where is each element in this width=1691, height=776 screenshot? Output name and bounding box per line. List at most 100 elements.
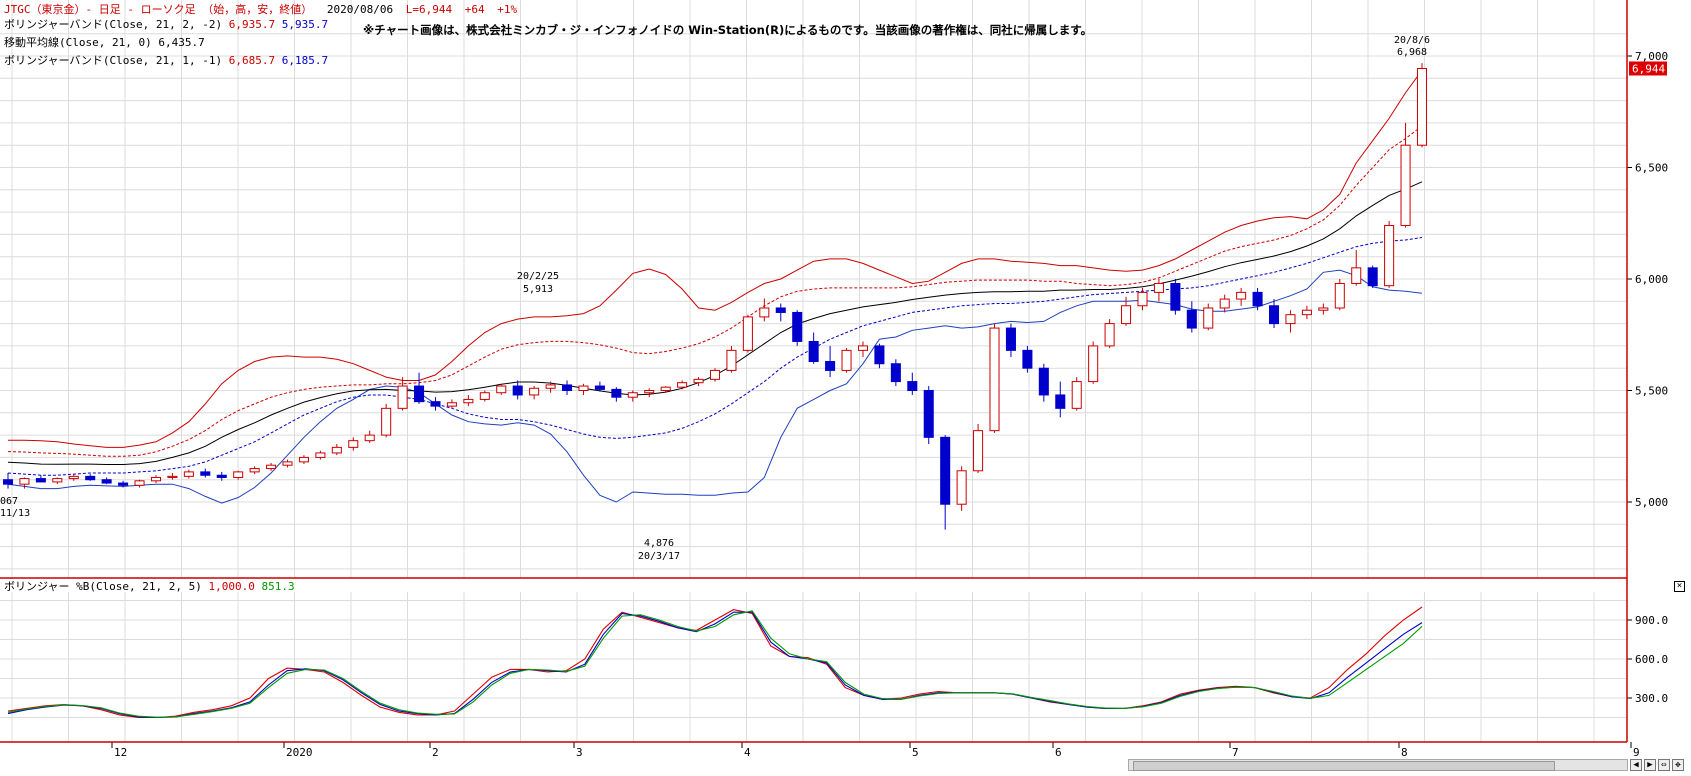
legend-pctb-v2: 851.3 xyxy=(261,580,295,593)
bb2-lower-line xyxy=(7,269,1423,504)
candle-up xyxy=(644,390,655,394)
candle-up xyxy=(973,430,984,472)
y-tick-label: 7,000 xyxy=(1635,50,1668,63)
legend-pctb: ボリンジャー %B(Close, 21, 2, 5) 1,000.0 851.3 xyxy=(4,580,295,594)
left-value-label: 067 xyxy=(0,496,18,507)
x-tick-label: 6 xyxy=(1055,746,1062,759)
candle-up xyxy=(529,387,540,396)
pctb-line-green xyxy=(7,610,1423,718)
candle-up xyxy=(249,468,260,473)
candle-up xyxy=(1400,144,1411,226)
x-tick-label: 3 xyxy=(576,746,583,759)
candle-down xyxy=(907,381,918,391)
last-date-label: 20/8/6 xyxy=(1394,35,1430,46)
x-tick-label: 5 xyxy=(912,746,919,759)
y-tick-label: 5,500 xyxy=(1635,385,1668,398)
candle-up xyxy=(759,307,770,318)
legend-bb2-label: ボリンジャーバンド(Close, 21, 2, -2) xyxy=(4,18,223,31)
candle-up xyxy=(693,378,704,384)
candle-up xyxy=(1301,309,1312,316)
price-change: +64 xyxy=(464,3,485,16)
peak-date-label: 20/2/25 xyxy=(517,271,559,282)
last-high-label: 6,968 xyxy=(1397,47,1427,58)
legend-ma-label: 移動平均線(Close, 21, 0) xyxy=(4,36,152,49)
bb2-upper-line xyxy=(8,70,1423,448)
candle-up xyxy=(1351,267,1362,284)
candle-down xyxy=(923,390,934,438)
scroll-right-icon[interactable]: ▶ xyxy=(1644,759,1656,771)
legend-pctb-label: ボリンジャー %B(Close, 21, 2, 5) xyxy=(4,580,202,593)
candle-up xyxy=(68,475,79,480)
candle-up xyxy=(709,369,721,380)
candle-down xyxy=(2,479,14,485)
chart-title: JTGC（東京金）- 日足 - ローソク足 （始，高，安，終値） xyxy=(4,3,313,16)
candle-down xyxy=(792,311,803,342)
candle-up xyxy=(627,392,638,398)
candle-down xyxy=(1170,282,1181,311)
legend-bb2: ボリンジャーバンド(Close, 21, 2, -2) 6,935.7 5,93… xyxy=(4,18,328,32)
scroll-left-icon[interactable]: ◀ xyxy=(1630,759,1642,771)
peak-value-label: 5,913 xyxy=(523,284,553,295)
candle-up xyxy=(1104,323,1115,347)
pctb-y-tick-label: 600.0 xyxy=(1635,653,1668,666)
x-tick-label: 9 xyxy=(1633,746,1640,759)
candle-up xyxy=(381,407,392,436)
candle-up xyxy=(52,478,63,483)
zoom-fit-icon[interactable]: ⇔ xyxy=(1658,759,1670,771)
candle-up xyxy=(348,440,359,448)
x-tick-label: 7 xyxy=(1232,746,1239,759)
scroll-thumb[interactable] xyxy=(1133,761,1555,771)
y-tick-label: 6,500 xyxy=(1635,162,1668,175)
candle-down xyxy=(118,482,129,486)
last-price-tag-label: 6,944 xyxy=(1632,62,1665,75)
percent-b-layer xyxy=(7,606,1423,719)
candle-down xyxy=(101,479,112,484)
candle-down xyxy=(1022,349,1033,369)
candle-up xyxy=(660,386,671,391)
candle-up xyxy=(463,398,474,404)
x-tick-label: 4 xyxy=(744,746,751,759)
bollinger-band-layer xyxy=(7,70,1423,504)
candle-down xyxy=(35,478,46,483)
candle-up xyxy=(364,434,375,442)
grid-layer xyxy=(0,0,1627,742)
bb1-upper-line xyxy=(7,125,1423,457)
header-date: 2020/08/06 xyxy=(326,3,394,16)
candle-down xyxy=(1005,327,1016,351)
candle-up xyxy=(167,475,178,478)
candle-up xyxy=(742,316,753,351)
candle-down xyxy=(1252,291,1263,307)
candle-down xyxy=(594,385,605,390)
candle-down xyxy=(414,385,425,403)
x-tick-label: 12 xyxy=(114,746,127,759)
legend-bb2-upper: 6,935.7 xyxy=(228,18,276,31)
close-subchart-button[interactable]: × xyxy=(1674,581,1685,592)
horizontal-scrollbar[interactable] xyxy=(1128,759,1628,771)
chart-header: JTGC（東京金）- 日足 - ローソク足 （始，高，安，終値） 2020/08… xyxy=(4,3,517,17)
frame-layer xyxy=(0,0,1628,743)
candle-down xyxy=(1186,309,1197,329)
candle-up xyxy=(726,349,737,371)
candle-up xyxy=(1285,314,1296,325)
legend-bb2-lower: 5,935.7 xyxy=(281,18,329,31)
legend-pctb-v1: 1,000.0 xyxy=(208,580,255,593)
candle-down xyxy=(1038,367,1049,396)
bb1-lower-line xyxy=(7,237,1423,476)
pctb-line-red xyxy=(7,606,1423,719)
legend-bb1: ボリンジャーバンド(Close, 21, 1, -1) 6,685.7 6,18… xyxy=(4,54,328,68)
candle-up xyxy=(841,349,852,371)
expand-icon[interactable]: ✥ xyxy=(1672,759,1684,771)
candle-up xyxy=(233,471,244,478)
legend-ma: 移動平均線(Close, 21, 0) 6,435.7 xyxy=(4,36,205,50)
candle-down xyxy=(775,307,786,313)
candle-up xyxy=(397,385,408,409)
candle-up xyxy=(479,392,490,400)
candle-up xyxy=(578,385,589,392)
candle-up xyxy=(1219,298,1230,309)
legend-ma-value: 6,435.7 xyxy=(158,36,205,49)
y-tick-label: 6,000 xyxy=(1635,273,1668,286)
candle-down xyxy=(874,345,885,365)
candle-up xyxy=(298,456,309,463)
